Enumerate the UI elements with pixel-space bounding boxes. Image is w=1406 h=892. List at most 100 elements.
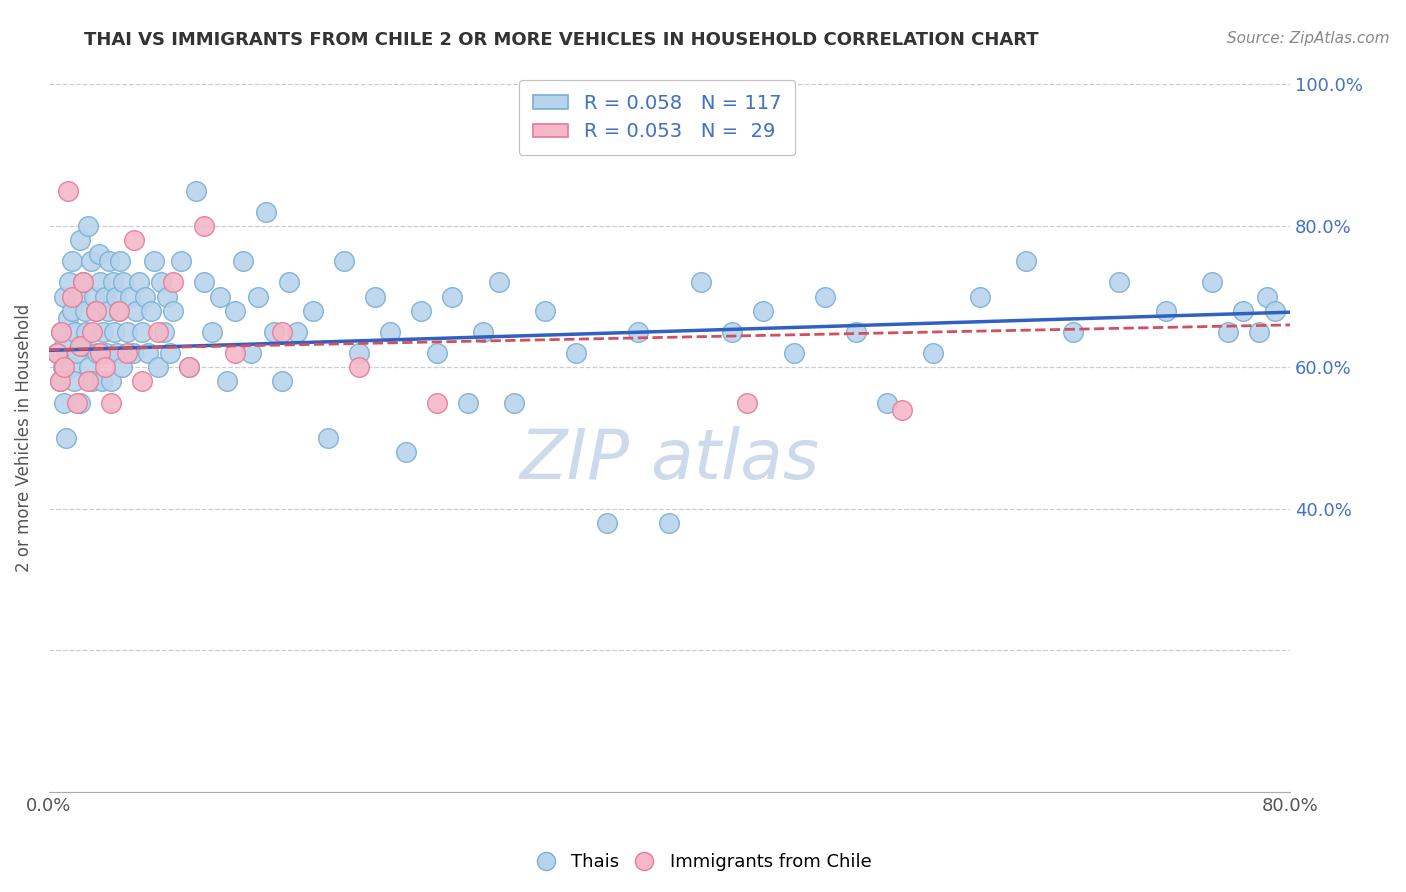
Point: [332, 254, 354, 268]
Point: [285, 325, 308, 339]
Point: [103, 325, 125, 339]
Point: [922, 346, 945, 360]
Point: [96, 346, 118, 360]
Point: [782, 346, 804, 360]
Point: [159, 346, 181, 360]
Point: [186, 184, 208, 198]
Point: [1062, 325, 1084, 339]
Legend: Thais, Immigrants from Chile: Thais, Immigrants from Chile: [527, 847, 879, 879]
Point: [534, 303, 557, 318]
Point: [72, 276, 94, 290]
Point: [82, 325, 104, 339]
Text: Source: ZipAtlas.com: Source: ZipAtlas.com: [1226, 31, 1389, 46]
Point: [596, 516, 619, 530]
Point: [845, 325, 868, 339]
Point: [254, 204, 277, 219]
Point: [79, 360, 101, 375]
Point: [224, 346, 246, 360]
Point: [84, 303, 107, 318]
Point: [82, 375, 104, 389]
Point: [86, 346, 108, 360]
Point: [247, 290, 270, 304]
Point: [53, 360, 76, 375]
Point: [1256, 290, 1278, 304]
Point: [316, 431, 339, 445]
Point: [457, 395, 479, 409]
Point: [170, 254, 193, 268]
Point: [60, 254, 83, 268]
Point: [201, 325, 224, 339]
Point: [1108, 276, 1130, 290]
Point: [53, 290, 76, 304]
Point: [110, 254, 132, 268]
Point: [45, 346, 67, 360]
Point: [146, 325, 169, 339]
Point: [56, 184, 79, 198]
Point: [69, 395, 91, 409]
Point: [70, 339, 93, 353]
Point: [364, 290, 387, 304]
Point: [232, 254, 254, 268]
Point: [149, 276, 172, 290]
Point: [891, 402, 914, 417]
Point: [73, 303, 96, 318]
Point: [55, 431, 77, 445]
Point: [1201, 276, 1223, 290]
Point: [67, 290, 90, 304]
Point: [395, 445, 418, 459]
Point: [131, 325, 153, 339]
Point: [146, 360, 169, 375]
Point: [349, 346, 371, 360]
Point: [141, 303, 163, 318]
Point: [107, 303, 129, 318]
Point: [751, 303, 773, 318]
Point: [115, 346, 138, 360]
Point: [49, 375, 72, 389]
Point: [1263, 303, 1285, 318]
Point: [83, 290, 105, 304]
Point: [193, 276, 215, 290]
Text: ZIP atlas: ZIP atlas: [519, 425, 820, 492]
Point: [472, 325, 495, 339]
Point: [143, 254, 166, 268]
Point: [735, 395, 758, 409]
Point: [689, 276, 711, 290]
Point: [193, 219, 215, 233]
Point: [76, 219, 98, 233]
Point: [426, 395, 449, 409]
Point: [380, 325, 402, 339]
Y-axis label: 2 or more Vehicles in Household: 2 or more Vehicles in Household: [15, 304, 32, 572]
Point: [56, 310, 79, 325]
Point: [62, 375, 84, 389]
Point: [87, 247, 110, 261]
Point: [45, 346, 67, 360]
Point: [969, 290, 991, 304]
Point: [876, 395, 898, 409]
Point: [84, 303, 107, 318]
Point: [51, 325, 73, 339]
Point: [503, 395, 526, 409]
Point: [65, 325, 87, 339]
Text: THAI VS IMMIGRANTS FROM CHILE 2 OR MORE VEHICLES IN HOUSEHOLD CORRELATION CHART: THAI VS IMMIGRANTS FROM CHILE 2 OR MORE …: [84, 31, 1039, 49]
Point: [72, 276, 94, 290]
Point: [270, 375, 292, 389]
Point: [75, 325, 97, 339]
Point: [177, 360, 200, 375]
Point: [270, 325, 292, 339]
Point: [53, 339, 76, 353]
Point: [627, 325, 650, 339]
Legend: R = 0.058   N = 117, R = 0.053   N =  29: R = 0.058 N = 117, R = 0.053 N = 29: [519, 80, 794, 155]
Point: [89, 346, 111, 360]
Point: [162, 276, 184, 290]
Point: [97, 303, 120, 318]
Point: [100, 395, 122, 409]
Point: [658, 516, 681, 530]
Point: [426, 346, 449, 360]
Point: [100, 375, 122, 389]
Point: [94, 290, 117, 304]
Point: [53, 395, 76, 409]
Point: [60, 303, 83, 318]
Point: [263, 325, 285, 339]
Point: [69, 233, 91, 247]
Point: [94, 360, 117, 375]
